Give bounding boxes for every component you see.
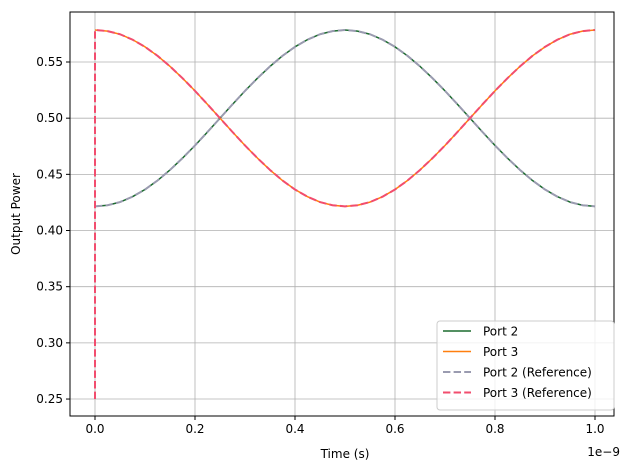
legend: Port 2 Port 3 Port 2 (Reference) Port 3 (Re… xyxy=(436,320,615,411)
grid xyxy=(70,12,614,416)
x-offset-label: 1e−9 xyxy=(587,445,620,459)
y-tick-label: 0.40 xyxy=(36,224,63,238)
x-tick-label: 0.8 xyxy=(485,422,504,436)
legend-box xyxy=(436,320,615,411)
series-lines xyxy=(94,28,596,400)
y-tick-label: 0.45 xyxy=(36,167,63,181)
legend-label: Port 3 xyxy=(483,345,518,359)
x-tick-label: 0.2 xyxy=(185,422,204,436)
x-tick-label: 1.0 xyxy=(585,422,604,436)
y-tick-label: 0.30 xyxy=(36,336,63,350)
x-tick-label: 0.6 xyxy=(385,422,404,436)
y-tick-label: 0.50 xyxy=(36,111,63,125)
x-tick-label: 0.0 xyxy=(85,422,104,436)
legend-label: Port 2 xyxy=(483,325,518,339)
x-tick-label: 0.4 xyxy=(285,422,304,436)
series-line-3 xyxy=(94,28,596,208)
legend-label: Port 2 (Reference) xyxy=(483,366,592,380)
y-tick-label: 0.55 xyxy=(36,55,63,69)
y-axis-label: Output Power xyxy=(9,173,23,255)
ticks: 0.0 0.2 0.4 0.6 0.8 1.0 0.25 0.30 0.35 0.40 0.45 0.… xyxy=(36,55,604,436)
x-axis-label: Time (s) xyxy=(320,447,370,461)
y-tick-label: 0.25 xyxy=(36,392,63,406)
legend-label: Port 3 (Reference) xyxy=(483,386,592,400)
y-tick-label: 0.35 xyxy=(36,280,63,294)
series-line-4 xyxy=(94,28,596,400)
plot-frame xyxy=(69,11,615,417)
